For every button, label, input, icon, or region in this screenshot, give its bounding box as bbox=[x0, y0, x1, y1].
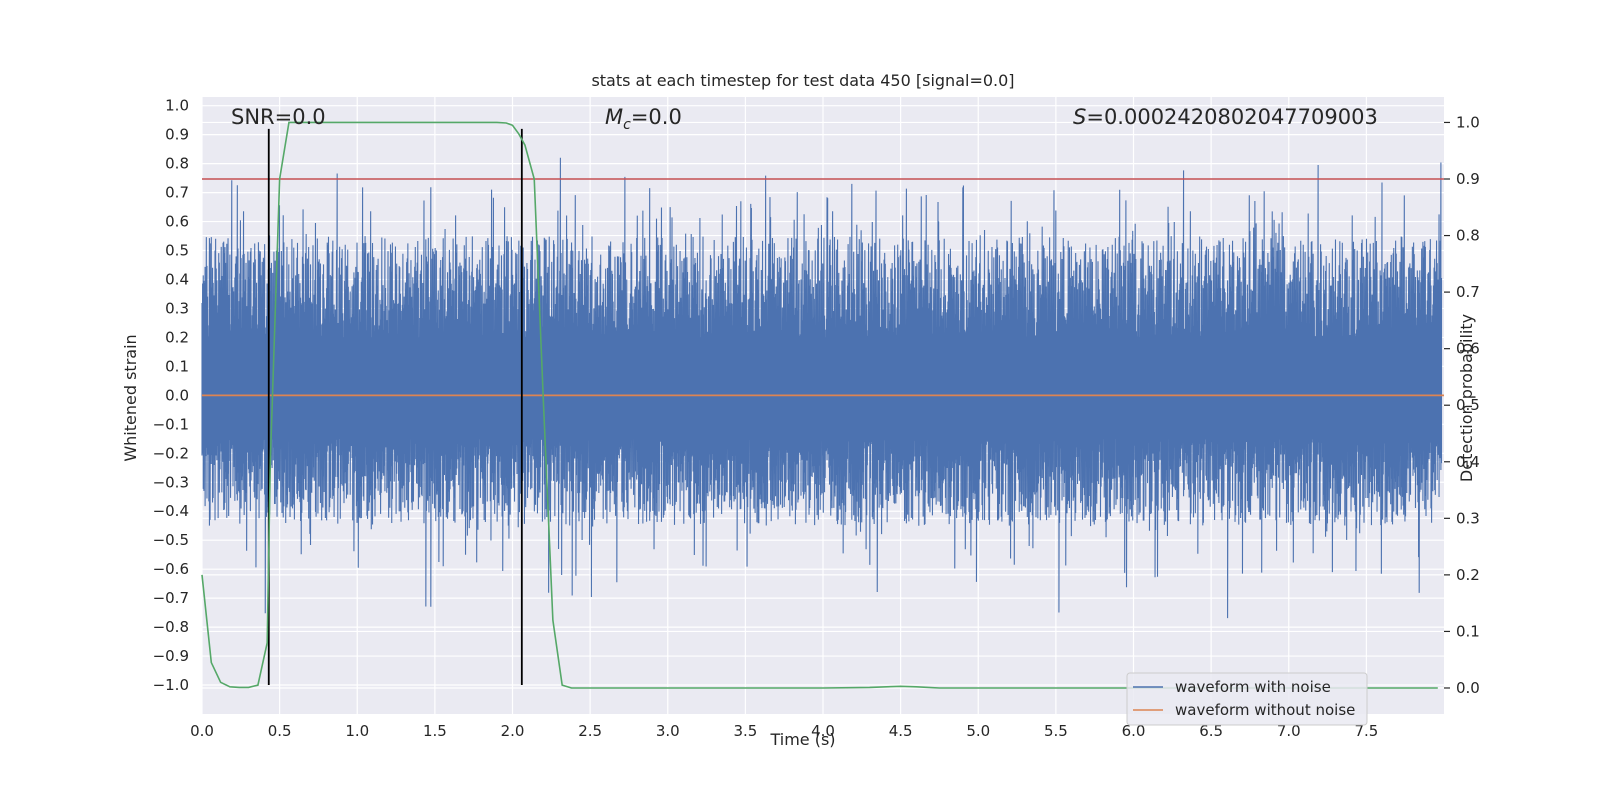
x-axis-label: Time (s) bbox=[769, 730, 835, 749]
x-axis-ticks: 0.0 0.5 1.0 1.5 2.0 2.5 3.0 3.5 4.0 4.5 5.0 5.5 6.0 6… bbox=[190, 722, 1378, 740]
y-right-tick-label: 0.7 bbox=[1456, 283, 1480, 301]
y-left-tick-label: −0.1 bbox=[153, 415, 189, 433]
y-left-tick-label: −0.8 bbox=[153, 618, 189, 636]
y-right-tick-label: 0.9 bbox=[1456, 170, 1480, 188]
overlay-lines bbox=[201, 121, 1444, 689]
y-left-tick-label: 0.0 bbox=[165, 386, 189, 404]
y-left-tick-label: 0.1 bbox=[165, 357, 189, 375]
x-tick-label: 2.0 bbox=[501, 722, 525, 740]
x-tick-label: 1.0 bbox=[345, 722, 369, 740]
y-left-tick-label: 1.0 bbox=[165, 97, 189, 115]
y-left-tick-label: 0.4 bbox=[165, 270, 189, 288]
legend: waveform with noise waveform without noi… bbox=[1126, 672, 1368, 726]
x-tick-label: 2.5 bbox=[578, 722, 602, 740]
y-left-tick-label: 0.8 bbox=[165, 155, 189, 173]
y-left-tick-label: −0.4 bbox=[153, 502, 189, 520]
y-left-tick-label: −0.9 bbox=[153, 647, 189, 665]
annotation-chirp-mass: Mc=0.0 bbox=[605, 105, 682, 133]
y-right-axis-label: Detection probability bbox=[1457, 314, 1476, 482]
y-left-tick-label: 0.7 bbox=[165, 184, 189, 202]
y-right-tick-label: 1.0 bbox=[1456, 113, 1480, 131]
y-left-tick-label: −0.6 bbox=[153, 560, 189, 578]
x-tick-label: 3.5 bbox=[733, 722, 757, 740]
y-right-axis-ticks: 1.0 0.9 0.8 0.7 0.6 0.5 0.4 0.3 0.2 0.1 0.0 bbox=[1444, 113, 1480, 697]
y-left-tick-label: −0.5 bbox=[153, 531, 189, 549]
y-left-tick-label: −0.2 bbox=[153, 444, 189, 462]
y-left-tick-label: −1.0 bbox=[153, 676, 189, 694]
annotation-s-value: S=0.0002420802047709003 bbox=[1073, 105, 1378, 129]
legend-label-waveform-with-noise: waveform with noise bbox=[1175, 678, 1331, 696]
x-tick-label: 5.5 bbox=[1044, 722, 1068, 740]
y-right-tick-label: 0.8 bbox=[1456, 227, 1480, 245]
y-right-tick-label: 0.4 bbox=[1456, 453, 1480, 471]
y-right-tick-label: 0.1 bbox=[1456, 622, 1480, 640]
legend-label-waveform-without-noise: waveform without noise bbox=[1175, 701, 1355, 719]
y-right-tick-label: 0.0 bbox=[1456, 679, 1480, 697]
x-tick-label: 4.5 bbox=[889, 722, 913, 740]
y-right-tick-label: 0.2 bbox=[1456, 566, 1480, 584]
y-left-tick-label: 0.3 bbox=[165, 299, 189, 317]
detection-probability-line bbox=[201, 121, 1438, 689]
y-right-tick-label: 0.5 bbox=[1456, 396, 1480, 414]
annotation-snr: SNR=0.0 bbox=[231, 105, 326, 129]
y-left-tick-label: −0.7 bbox=[153, 589, 189, 607]
y-left-tick-label: 0.6 bbox=[165, 213, 189, 231]
y-left-axis-label: Whitened strain bbox=[121, 334, 140, 461]
y-left-tick-label: −0.3 bbox=[153, 473, 189, 491]
x-tick-label: 0.5 bbox=[268, 722, 292, 740]
x-tick-label: 7.0 bbox=[1277, 722, 1301, 740]
y-left-tick-label: 0.9 bbox=[165, 126, 189, 144]
x-tick-label: 6.0 bbox=[1122, 722, 1146, 740]
chart-title: stats at each timestep for test data 450… bbox=[591, 71, 1014, 90]
x-tick-label: 0.0 bbox=[190, 722, 214, 740]
x-tick-label: 1.5 bbox=[423, 722, 447, 740]
x-tick-label: 4.0 bbox=[811, 722, 835, 740]
x-tick-label: 7.5 bbox=[1354, 722, 1378, 740]
y-left-axis-ticks: 1.0 0.9 0.8 0.7 0.6 0.5 0.4 0.3 0.2 0.1 0.0 −0.1 −0.… bbox=[153, 97, 189, 694]
waveform-with-noise-line bbox=[201, 157, 1443, 619]
y-left-tick-label: 0.5 bbox=[165, 242, 189, 260]
x-tick-label: 6.5 bbox=[1199, 722, 1223, 740]
y-right-tick-label: 0.3 bbox=[1456, 509, 1480, 527]
x-tick-label: 3.0 bbox=[656, 722, 680, 740]
x-tick-label: 5.0 bbox=[966, 722, 990, 740]
legend-box bbox=[1126, 672, 1368, 726]
y-right-tick-label: 0.6 bbox=[1456, 340, 1480, 358]
series-waveform-with-noise bbox=[201, 157, 1443, 619]
y-left-tick-label: 0.2 bbox=[165, 328, 189, 346]
